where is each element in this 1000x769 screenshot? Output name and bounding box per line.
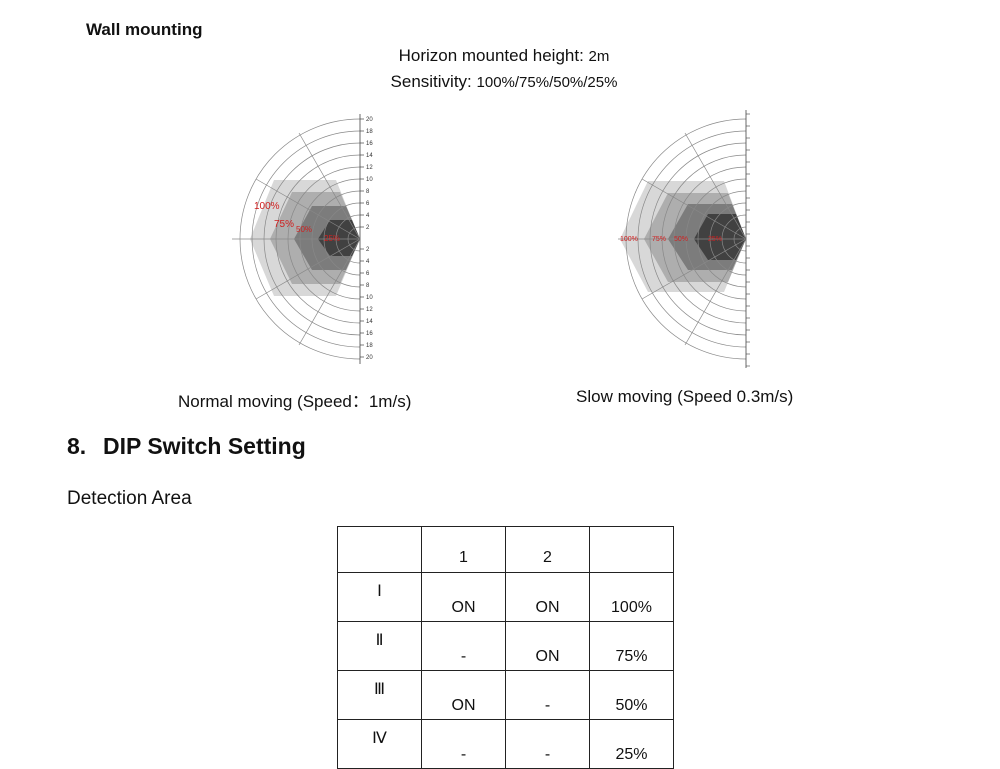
section-number: 8.	[67, 433, 87, 459]
dip-switch-table: 1 2 Ⅰ ON ON 100% Ⅱ - ON 75% Ⅲ ON - 50% Ⅳ…	[337, 526, 674, 769]
scale-tick-label: 10	[366, 177, 373, 183]
table-cell	[337, 526, 422, 573]
table-header-row: 1 2	[337, 526, 674, 573]
label-25: 25%	[324, 234, 340, 243]
scale-tick-label: 10	[366, 295, 373, 301]
label-75: 75%	[274, 219, 294, 230]
table-row: Ⅳ - - 25%	[337, 719, 674, 769]
scale-tick-label: 4	[366, 213, 370, 219]
scale-tick-label: 4	[366, 259, 370, 265]
scale-tick-label: 14	[366, 153, 373, 159]
table-cell: ON	[421, 670, 506, 720]
table-cell: 50%	[589, 670, 674, 720]
wall-mounting-title: Wall mounting	[86, 20, 203, 39]
table-cell: Ⅰ	[337, 572, 422, 622]
table-cell: 75%	[589, 621, 674, 671]
mounted-height-value: 2m	[588, 48, 610, 65]
table-cell: 100%	[589, 572, 674, 622]
table-cell	[589, 526, 674, 573]
table-cell: ON	[505, 572, 590, 622]
table-cell: Ⅳ	[337, 719, 422, 769]
zone-25	[694, 214, 746, 260]
table-row: Ⅱ - ON 75%	[337, 621, 674, 671]
scale-tick-label: 2	[366, 225, 370, 231]
label-75: 75%	[652, 236, 666, 243]
scale-tick-label: 6	[366, 201, 370, 207]
mounted-height-line: Horizon mounted height: 2m	[0, 46, 1000, 66]
scale-tick-label: 12	[366, 307, 373, 313]
scale-tick-label: 20	[366, 355, 373, 361]
range-scale-ticks: 20 18 16 14 12 10 8 6 4 2 2 4 6 8 10 12 14 16 18 20	[360, 117, 373, 361]
table-cell: 25%	[589, 719, 674, 769]
table-cell: -	[421, 621, 506, 671]
scale-tick-label: 16	[366, 331, 373, 337]
table-cell: ON	[421, 572, 506, 622]
table-cell: Ⅲ	[337, 670, 422, 720]
scale-tick-label: 14	[366, 319, 373, 325]
label-50: 50%	[296, 225, 312, 234]
label-100: 100%	[254, 201, 280, 212]
sensitivity-line: Sensitivity: 100%/75%/50%/25%	[0, 72, 1000, 92]
scale-tick-label: 2	[366, 247, 370, 253]
scale-tick-label: 18	[366, 343, 373, 349]
normal-moving-detection-diagram: 20 18 16 14 12 10 8 6 4 2 2 4 6 8 10 12 14 16 18 20 100% 75…	[232, 114, 373, 364]
table-cell: ON	[505, 621, 590, 671]
section-title: DIP Switch Setting	[103, 433, 306, 459]
label-100: 100%	[620, 236, 638, 243]
label-25: 25%	[708, 236, 722, 243]
section-heading: 8. DIP Switch Setting	[67, 433, 306, 460]
scale-tick-label: 8	[366, 283, 370, 289]
table-cell: -	[505, 719, 590, 769]
table-cell: -	[505, 670, 590, 720]
table-cell: 1	[421, 526, 506, 573]
zone-25	[318, 220, 360, 256]
table-row: Ⅲ ON - 50%	[337, 670, 674, 720]
detection-zones	[250, 180, 360, 296]
scale-tick-label: 6	[366, 271, 370, 277]
slow-moving-caption: Slow moving (Speed 0.3m/s)	[576, 387, 794, 406]
range-scale-ticks	[746, 113, 750, 367]
scale-tick-label: 18	[366, 129, 373, 135]
table-cell: 2	[505, 526, 590, 573]
table-cell: Ⅱ	[337, 621, 422, 671]
angle-rays	[618, 132, 747, 346]
sensitivity-value: 100%/75%/50%/25%	[476, 74, 618, 91]
slow-moving-detection-diagram: 100% 75% 50% 25%	[618, 110, 750, 368]
normal-moving-caption: Normal moving (Speed：1m/s)	[178, 392, 412, 411]
mounted-height-label: Horizon mounted height:	[398, 46, 589, 65]
detection-area-label: Detection Area	[67, 488, 192, 509]
scale-tick-label: 20	[366, 117, 373, 123]
scale-tick-label: 8	[366, 189, 370, 195]
scale-tick-label: 12	[366, 165, 373, 171]
sensitivity-label: Sensitivity:	[390, 72, 477, 91]
scale-tick-label: 16	[366, 141, 373, 147]
table-cell: -	[421, 719, 506, 769]
label-50: 50%	[674, 236, 688, 243]
angle-rays	[232, 132, 361, 346]
table-row: Ⅰ ON ON 100%	[337, 572, 674, 622]
